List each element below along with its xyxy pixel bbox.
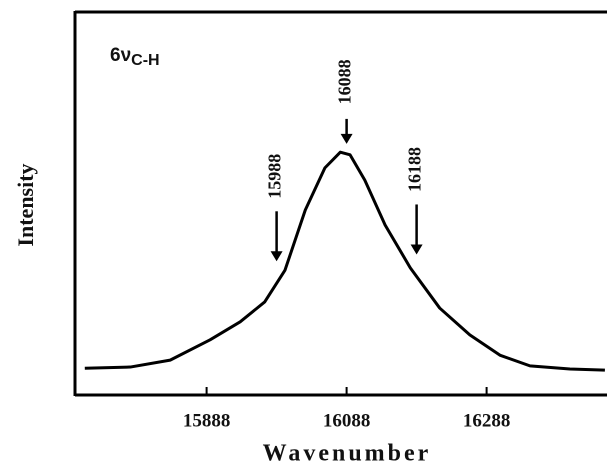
- marker-arrowhead: [340, 133, 353, 144]
- y-axis-label: Intensity: [13, 163, 38, 246]
- marker-arrowhead: [270, 251, 283, 262]
- marker-label: 16088: [335, 59, 355, 104]
- x-axis-label: Wavenumber: [263, 441, 432, 467]
- marker-label: 16188: [405, 147, 425, 192]
- annotation-text: 6ν: [110, 45, 131, 66]
- marker-label: 15988: [265, 154, 285, 199]
- x-tick-label: 15888: [183, 410, 231, 431]
- x-tick-label: 16088: [323, 410, 371, 431]
- marker-arrowhead: [410, 244, 423, 255]
- x-tick-label: 16288: [463, 410, 511, 431]
- annotation: 6νC-H: [110, 45, 160, 69]
- annotation-subscript: C-H: [131, 52, 159, 69]
- spectrum-line: [84, 150, 605, 372]
